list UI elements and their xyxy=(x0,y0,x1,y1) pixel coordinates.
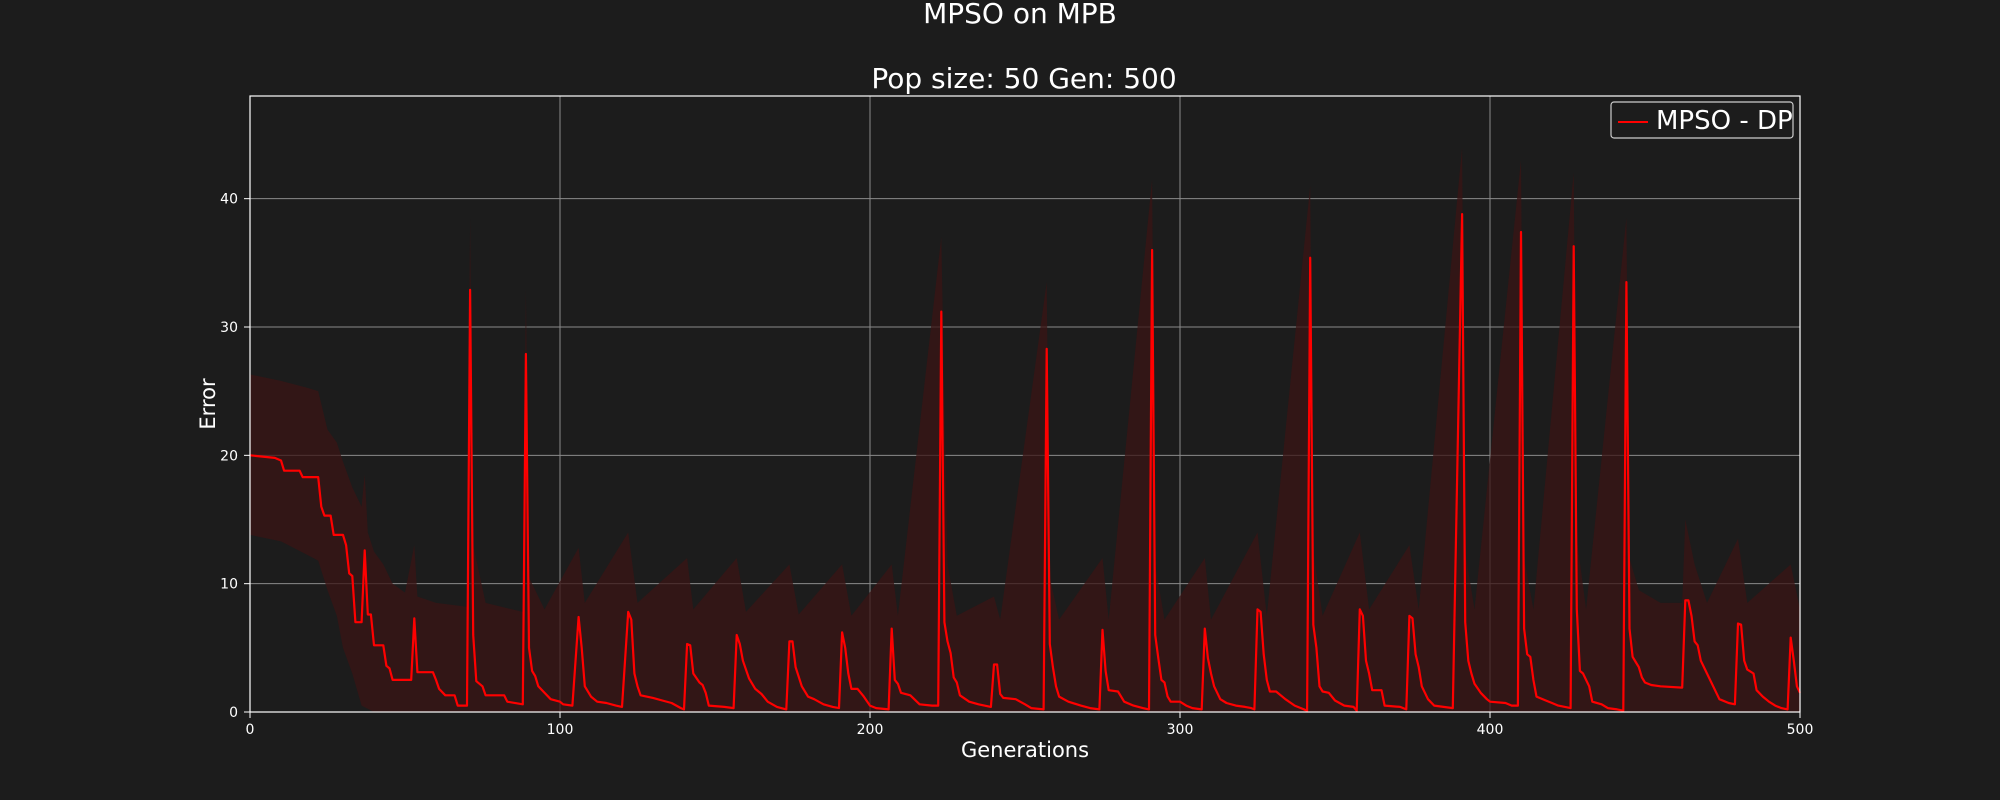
y-axis: 0 10 20 30 40 xyxy=(220,192,250,721)
y-tick-label: 0 xyxy=(229,705,238,721)
y-tick-label: 20 xyxy=(220,448,238,464)
plot-area xyxy=(249,95,1801,713)
x-tick-label: 400 xyxy=(1477,722,1504,738)
x-tick-label: 200 xyxy=(857,722,884,738)
chart-title: MPSO on MPB xyxy=(923,0,1117,30)
x-axis-label: Generations xyxy=(961,738,1089,762)
x-tick-label: 300 xyxy=(1167,722,1194,738)
plot-frame xyxy=(249,95,1801,713)
x-tick-label: 0 xyxy=(246,722,255,738)
series-line xyxy=(249,213,1801,712)
x-axis: 0 100 200 300 400 500 xyxy=(246,712,1814,738)
chart-subtitle: Pop size: 50 Gen: 500 xyxy=(871,62,1176,95)
y-axis-label: Error xyxy=(196,378,220,430)
y-tick-label: 40 xyxy=(220,192,238,208)
legend-label: MPSO - DP xyxy=(1656,106,1793,136)
y-tick-label: 30 xyxy=(220,320,238,336)
error-band xyxy=(250,147,1800,713)
legend-box xyxy=(1610,101,1794,139)
y-tick-label: 10 xyxy=(220,577,238,593)
x-tick-label: 500 xyxy=(1787,722,1814,738)
x-tick-label: 100 xyxy=(547,722,574,738)
legend: MPSO - DP xyxy=(1610,101,1794,139)
